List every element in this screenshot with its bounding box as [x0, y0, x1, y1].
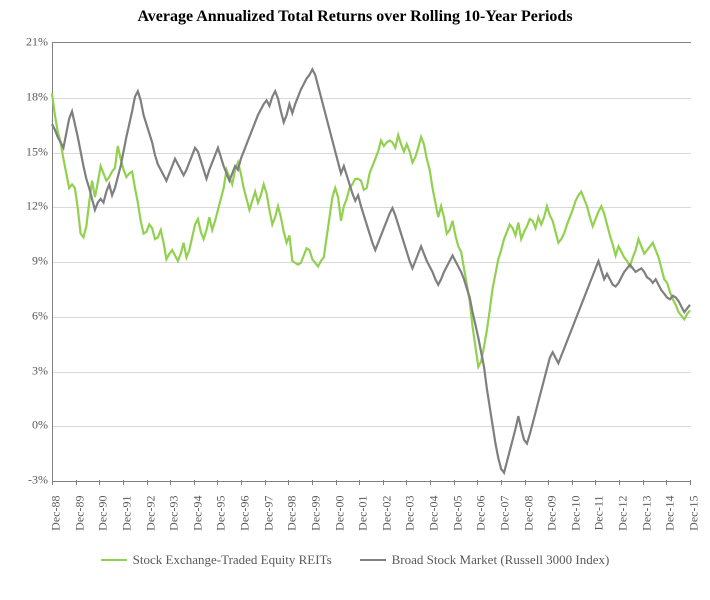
x-tick	[572, 480, 573, 485]
legend: Stock Exchange-Traded Equity REITs Broad…	[0, 552, 710, 568]
x-axis-label: Dec-03	[403, 496, 418, 531]
x-tick	[52, 480, 53, 485]
chart-container: Average Annualized Total Returns over Ro…	[0, 0, 710, 600]
x-tick	[147, 480, 148, 485]
x-axis-label: Dec-04	[427, 496, 442, 531]
x-axis-label: Dec-99	[308, 496, 323, 531]
x-axis-label: Dec-95	[214, 496, 229, 531]
x-tick	[241, 480, 242, 485]
legend-label-reits: Stock Exchange-Traded Equity REITs	[133, 552, 332, 568]
x-tick	[217, 480, 218, 485]
x-tick	[619, 480, 620, 485]
x-tick	[454, 480, 455, 485]
x-tick	[406, 480, 407, 485]
chart-title: Average Annualized Total Returns over Ro…	[0, 8, 710, 26]
y-axis-label: 6%	[8, 308, 48, 323]
x-tick	[336, 480, 337, 485]
x-tick	[595, 480, 596, 485]
y-axis-label: 15%	[8, 144, 48, 159]
x-axis-label: Dec-08	[521, 496, 536, 531]
x-axis-label: Dec-14	[663, 496, 678, 531]
x-tick	[288, 480, 289, 485]
x-tick	[99, 480, 100, 485]
legend-label-broad: Broad Stock Market (Russell 3000 Index)	[392, 552, 610, 568]
x-axis-label: Dec-00	[332, 496, 347, 531]
x-axis-label: Dec-12	[616, 496, 631, 531]
x-tick	[501, 480, 502, 485]
x-axis-label: Dec-09	[545, 496, 560, 531]
legend-item-broad: Broad Stock Market (Russell 3000 Index)	[360, 552, 610, 568]
x-tick	[548, 480, 549, 485]
x-axis-label: Dec-13	[639, 496, 654, 531]
x-tick	[76, 480, 77, 485]
x-tick	[643, 480, 644, 485]
chart-lines-svg	[52, 42, 690, 480]
x-axis-label: Dec-01	[356, 496, 371, 531]
x-axis-label: Dec-96	[238, 496, 253, 531]
x-tick	[525, 480, 526, 485]
x-axis-label: Dec-11	[592, 496, 607, 531]
x-axis-label: Dec-02	[379, 496, 394, 531]
x-axis-label: Dec-15	[687, 496, 702, 531]
x-tick	[666, 480, 667, 485]
line-series-broad	[52, 69, 690, 472]
x-tick	[265, 480, 266, 485]
x-tick	[477, 480, 478, 485]
x-tick	[312, 480, 313, 485]
x-tick	[690, 480, 691, 485]
x-axis-label: Dec-88	[49, 496, 64, 531]
x-axis-label: Dec-91	[119, 496, 134, 531]
legend-item-reits: Stock Exchange-Traded Equity REITs	[101, 552, 332, 568]
y-axis-label: 9%	[8, 254, 48, 269]
y-axis-label: 18%	[8, 89, 48, 104]
y-axis-label: 21%	[8, 35, 48, 50]
y-axis-label: 12%	[8, 199, 48, 214]
x-axis-label: Dec-94	[190, 496, 205, 531]
x-tick	[430, 480, 431, 485]
y-axis-label: 3%	[8, 363, 48, 378]
x-tick	[383, 480, 384, 485]
legend-swatch-broad	[360, 559, 386, 562]
x-axis-label: Dec-90	[96, 496, 111, 531]
x-axis-label: Dec-92	[143, 496, 158, 531]
x-axis-label: Dec-98	[285, 496, 300, 531]
y-axis-label: -3%	[8, 473, 48, 488]
x-axis-label: Dec-06	[474, 496, 489, 531]
x-axis-label: Dec-97	[261, 496, 276, 531]
x-axis-label: Dec-05	[450, 496, 465, 531]
line-series-reits	[52, 93, 690, 367]
y-axis-label: 0%	[8, 418, 48, 433]
x-tick	[359, 480, 360, 485]
x-tick	[123, 480, 124, 485]
x-axis-label: Dec-93	[167, 496, 182, 531]
legend-swatch-reits	[101, 559, 127, 562]
x-tick	[170, 480, 171, 485]
x-axis-label: Dec-07	[497, 496, 512, 531]
x-axis-label: Dec-10	[568, 496, 583, 531]
x-tick	[194, 480, 195, 485]
x-axis-label: Dec-89	[72, 496, 87, 531]
